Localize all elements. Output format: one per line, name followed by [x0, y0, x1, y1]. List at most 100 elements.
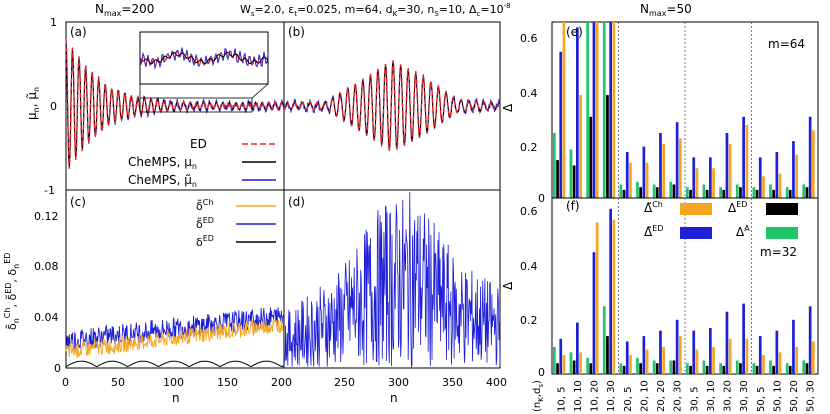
panel-f-bar: [572, 360, 576, 374]
svg-text:0.6: 0.6: [520, 205, 538, 218]
panel-e-bar: [652, 184, 656, 198]
panel-e-bar: [689, 189, 692, 198]
svg-text:0.08: 0.08: [34, 260, 59, 273]
inset-series-mu: [139, 51, 269, 65]
panel-e: (e) m=64 0.6 0.4 0.2 0 Δ: [501, 21, 819, 205]
panel-f-bar: [556, 363, 559, 374]
panel-e-bar: [572, 165, 576, 198]
svg-text:400: 400: [486, 376, 507, 389]
panel-e-bar: [642, 146, 646, 198]
panel-e-bar: [602, 22, 606, 198]
panel-f-xtick: 20, 20: [656, 380, 667, 412]
panel-f-bar: [586, 357, 589, 374]
panel-a-label: (a): [70, 25, 87, 39]
panel-f-bar: [728, 338, 732, 374]
panel-e-bar: [745, 124, 749, 198]
panel-f-xtick: 30, 30: [739, 380, 750, 412]
panel-f-bar: [769, 360, 772, 374]
panel-f-bar: [655, 363, 659, 374]
panel-f-bar: [679, 336, 682, 374]
panel-f-xtick: 10, 5: [556, 387, 567, 412]
svg-text:0.4: 0.4: [520, 87, 538, 100]
panel-f-bar: [772, 365, 775, 374]
panel-f-bar: [562, 355, 566, 374]
panel-f-xlabel: (nK,ds): [532, 380, 545, 412]
panel-e-ylabel: Δ: [501, 103, 515, 112]
panel-e-bar: [589, 116, 593, 198]
panel-e-bar: [719, 187, 722, 198]
panel-f-bar: [569, 352, 573, 374]
panel-f-bar: [612, 219, 616, 374]
panel-d-frame: [283, 189, 501, 369]
panel-a-ytick-m1: -1: [44, 184, 55, 197]
panel-a-ylabel: μn, μ̃n: [25, 87, 41, 120]
panel-f-bar: [636, 357, 639, 374]
panel-a: (a) ED CheMPS, μn CheMPS, μ̃n 1 0 -1 μn,…: [25, 16, 285, 197]
svg-text:250: 250: [334, 376, 355, 389]
panel-f: (f) Δ̃Ch ΔED Δ̃ED ΔA m=32 0.6 0.4 0.2 0 …: [501, 197, 819, 412]
panel-b: (b): [283, 21, 501, 191]
panel-e-bar: [629, 162, 632, 198]
panel-f-bar: [725, 311, 729, 374]
panel-b-series-ed: [283, 60, 501, 151]
panel-c: (c) δ̃Ch δ̃ED δED 0.12 0.08 0.04 0 0 50 …: [3, 189, 292, 405]
panel-f-xtick: 30, 5: [689, 387, 700, 412]
panel-f-xtick: 10, 30: [606, 380, 617, 412]
panel-f-bar: [752, 363, 756, 374]
panel-f-bar: [619, 363, 623, 374]
panel-e-bar: [772, 189, 775, 198]
panel-e-bar: [559, 51, 563, 198]
panel-e-bar: [556, 160, 559, 198]
panel-f-bar: [775, 330, 779, 374]
panel-f-bar: [686, 363, 689, 374]
svg-text:0.2: 0.2: [520, 314, 538, 327]
panel-f-bar: [739, 363, 742, 374]
panel-f-note: m=32: [760, 245, 797, 259]
panel-e-bar: [686, 187, 689, 198]
panel-f-bar: [742, 303, 745, 374]
panel-d-label: (d): [288, 195, 305, 209]
panel-f-xtick: 50, 30: [806, 380, 817, 412]
svg-text:0.04: 0.04: [34, 311, 59, 324]
panel-e-bar: [609, 22, 612, 198]
panel-f-bar: [602, 306, 606, 374]
panel-f-xtick: 50, 20: [789, 380, 800, 412]
legend-mut-label: CheMPS, μ̃n: [128, 173, 197, 189]
center-title: Ws=2.0, εt=0.025, m=64, dK=30, nS=10, Δc…: [240, 2, 511, 18]
panel-e-bar: [725, 133, 729, 198]
panel-e-bar: [645, 162, 649, 198]
panel-f-bar: [576, 322, 579, 374]
legend-dtch-swatch: [680, 203, 712, 215]
panel-f-bar: [719, 363, 722, 374]
legend-dted: Δ̃ED: [644, 224, 663, 239]
panel-e-bar: [695, 168, 699, 198]
panel-c-series-dted: [65, 307, 285, 351]
inset-series-ed: [139, 50, 269, 67]
panel-f-xtick: 50, 5: [756, 387, 767, 412]
panel-e-bar: [735, 184, 739, 198]
legend-ded-label: δED: [196, 234, 214, 249]
panel-f-xtick: 20, 5: [623, 387, 634, 412]
panel-f-bar: [609, 208, 612, 374]
panel-d-series-dted: [283, 191, 501, 369]
panel-e-bar: [758, 157, 762, 198]
legend-da: ΔA: [736, 224, 750, 239]
panel-e-bar: [778, 173, 782, 198]
panel-e-bar: [755, 189, 759, 198]
svg-text:50: 50: [111, 376, 125, 389]
panel-e-bar: [728, 143, 732, 198]
panel-e-bar: [562, 22, 566, 198]
panel-f-bar: [553, 346, 556, 374]
svg-text:200: 200: [271, 376, 292, 389]
panel-a-series-ed: [65, 38, 285, 169]
panel-d: (d) 250 300 350 400 n: [283, 189, 507, 405]
panel-c-series-ded: [65, 360, 285, 368]
legend-ded2: ΔED: [728, 200, 747, 215]
panel-f-bar: [709, 328, 712, 374]
svg-text:150: 150: [217, 376, 238, 389]
legend-dtch: Δ̃Ch: [644, 200, 663, 215]
panel-e-label: (e): [566, 25, 583, 39]
right-title: Nmax=50: [640, 2, 692, 18]
panel-f-bar: [785, 363, 789, 374]
